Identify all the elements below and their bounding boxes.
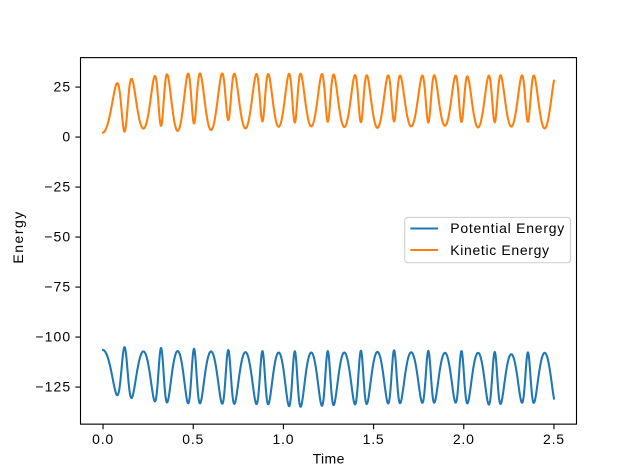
svg-text:1.0: 1.0	[272, 431, 294, 447]
svg-text:1.5: 1.5	[363, 431, 385, 447]
svg-text:−75: −75	[44, 279, 71, 295]
svg-text:−50: −50	[44, 229, 71, 245]
svg-text:0.0: 0.0	[92, 431, 114, 447]
svg-text:0: 0	[62, 129, 71, 145]
svg-text:−125: −125	[35, 379, 71, 395]
svg-text:2.0: 2.0	[453, 431, 475, 447]
svg-text:2.5: 2.5	[543, 431, 565, 447]
svg-text:Time: Time	[313, 451, 345, 467]
svg-text:25: 25	[54, 79, 72, 95]
svg-text:Potential Energy: Potential Energy	[450, 220, 565, 236]
svg-text:−25: −25	[44, 179, 71, 195]
svg-text:0.5: 0.5	[182, 431, 204, 447]
svg-text:−100: −100	[35, 329, 71, 345]
svg-text:Energy: Energy	[10, 210, 26, 263]
svg-text:Kinetic Energy: Kinetic Energy	[450, 242, 549, 258]
